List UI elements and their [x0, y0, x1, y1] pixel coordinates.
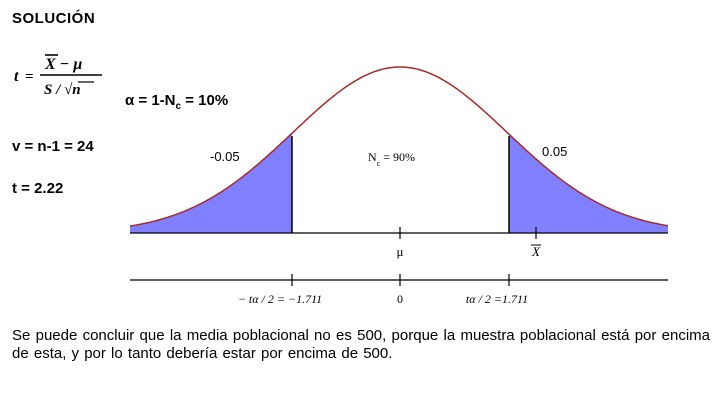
conclusion-paragraph: Se puede concluir que la media poblacion…	[12, 327, 710, 362]
zero-label: 0	[397, 292, 403, 306]
center-label-sub: c	[377, 159, 381, 168]
center-label-suffix: = 90%	[380, 150, 415, 164]
alpha-suffix: = 10%	[181, 92, 229, 109]
alpha-subscript: c	[175, 101, 182, 112]
page-title: SOLUCIÓN	[12, 10, 96, 27]
formula-denominator: S / √n	[44, 82, 81, 98]
normal-curve	[129, 66, 669, 227]
mu-label: μ	[397, 244, 404, 259]
center-area-label: Nc = 90%	[368, 150, 415, 168]
alpha-equation: α = 1-Nc = 10%	[125, 92, 228, 112]
right-tail-region	[509, 134, 668, 233]
degrees-of-freedom: v = n-1 = 24	[12, 138, 94, 155]
center-label-prefix: N	[368, 150, 377, 164]
alpha-prefix: α = 1-N	[125, 92, 176, 109]
t-formula: t = X − μ S / √n	[14, 54, 102, 98]
left-tail-region	[130, 133, 292, 233]
right-tail-label: 0.05	[542, 144, 567, 159]
formula-lhs: t	[14, 68, 19, 85]
normal-distribution-figure: -0.05 Nc = 90% 0.05 μ X − tα / 2 = −1.71…	[129, 66, 669, 306]
left-tail-label: -0.05	[210, 149, 240, 164]
left-critical-label: − tα / 2 = −1.711	[238, 292, 322, 306]
formula-equals: =	[25, 69, 34, 85]
formula-numerator: X − μ	[44, 56, 82, 73]
right-critical-label: tα / 2 =1.711	[466, 292, 528, 306]
xbar-label: X	[531, 244, 541, 259]
t-statistic: t = 2.22	[12, 180, 64, 197]
